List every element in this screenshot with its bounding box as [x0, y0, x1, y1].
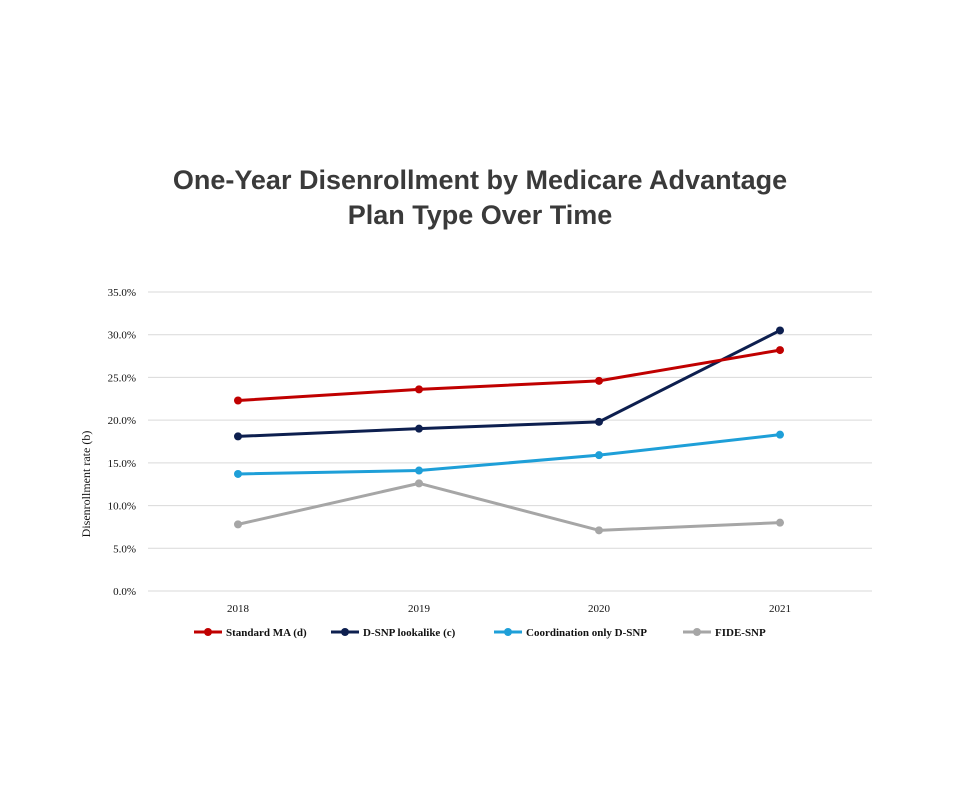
chart-title-line-2: Plan Type Over Time	[347, 200, 613, 230]
chart-title: One-Year Disenrollment by Medicare Advan…	[0, 163, 960, 233]
series-1	[234, 326, 784, 441]
y-tick-label: 0.0%	[113, 586, 136, 598]
data-point	[776, 326, 784, 335]
series-line	[237, 348, 781, 402]
data-point	[234, 432, 242, 441]
y-tick-label: 10.0%	[108, 501, 136, 513]
y-tick-label: 30.0%	[108, 330, 136, 342]
data-point	[234, 520, 242, 529]
legend-item: Standard MA (d)	[194, 627, 307, 639]
legend-swatch-marker	[204, 628, 212, 636]
y-tick-label: 35.0%	[108, 287, 136, 299]
y-axis-label: Disenrollment rate (b)	[79, 431, 93, 538]
y-axis-ticks: 0.0% 5.0% 10.0% 15.0% 20.0% 25.0% 30.0% 35.0%	[108, 287, 136, 598]
data-point	[234, 469, 242, 478]
data-point	[595, 417, 603, 426]
x-tick-label: 2019	[408, 603, 431, 615]
series-lines	[234, 326, 784, 535]
series-2	[234, 430, 784, 478]
x-tick-label: 2018	[227, 603, 250, 615]
legend-label: Standard MA (d)	[226, 627, 307, 639]
legend-item: Coordination only D-SNP	[494, 627, 647, 639]
y-tick-label: 25.0%	[108, 372, 136, 384]
gridlines	[148, 291, 872, 592]
legend-label: Coordination only D-SNP	[526, 627, 647, 639]
legend-label: D-SNP lookalike (c)	[363, 627, 456, 639]
series-0	[234, 346, 784, 405]
data-point	[234, 396, 242, 405]
series-line	[237, 433, 781, 476]
series-3	[234, 479, 784, 535]
legend-item: D-SNP lookalike (c)	[331, 627, 456, 639]
data-point	[595, 451, 603, 460]
data-point	[415, 385, 423, 394]
x-tick-label: 2021	[769, 603, 791, 615]
y-tick-label: 5.0%	[113, 543, 136, 555]
data-point	[776, 518, 784, 527]
legend: Standard MA (d) D-SNP lookalike (c) Coordi…	[194, 627, 766, 639]
data-point	[415, 466, 423, 475]
data-point	[415, 479, 423, 488]
legend-swatch-marker	[504, 628, 512, 636]
y-tick-label: 15.0%	[108, 458, 136, 470]
y-tick-label: 20.0%	[108, 415, 136, 427]
legend-label: FIDE-SNP	[715, 627, 766, 639]
data-point	[415, 424, 423, 433]
x-tick-label: 2020	[588, 603, 611, 615]
series-line	[237, 481, 781, 532]
legend-item: FIDE-SNP	[683, 627, 766, 639]
chart-title-line-1: One-Year Disenrollment by Medicare Advan…	[172, 165, 788, 195]
series-line	[237, 329, 781, 438]
legend-swatch-marker	[693, 628, 701, 636]
data-point	[595, 376, 603, 385]
data-point	[776, 430, 784, 439]
x-axis-ticks: 2018 2019 2020 2021	[227, 603, 791, 615]
data-point	[595, 526, 603, 535]
legend-swatch-marker	[341, 628, 349, 636]
data-point	[776, 346, 784, 355]
